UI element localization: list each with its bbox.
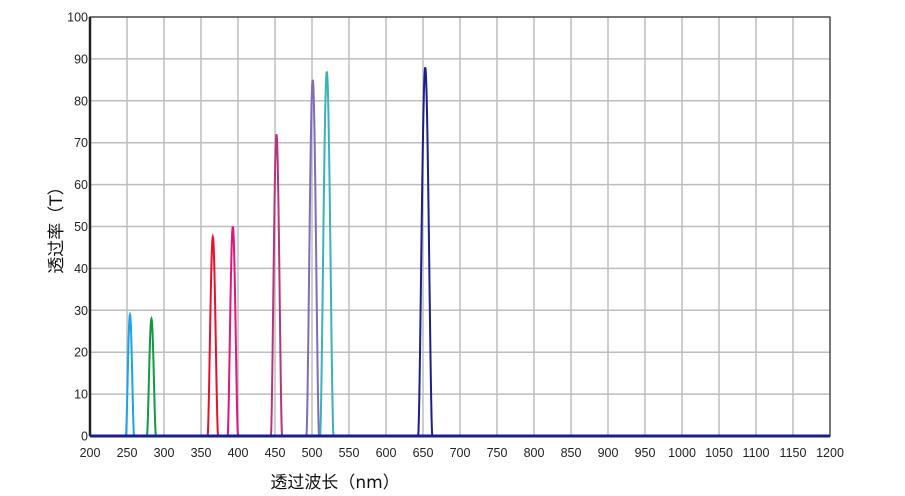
peak-curve-283 (145, 315, 157, 437)
peak-curve-520 (319, 71, 335, 437)
y-tick-label: 10 (74, 388, 88, 402)
y-tick-label: 90 (74, 52, 88, 66)
peak-curve-653 (417, 67, 434, 437)
x-tick-label: 700 (450, 446, 471, 460)
peak-curve-393 (226, 226, 239, 437)
curves (90, 67, 830, 438)
y-tick-label: 40 (74, 262, 88, 276)
y-tick-label: 30 (74, 304, 88, 318)
x-tick-label: 550 (339, 446, 360, 460)
x-tick-label: 1000 (668, 446, 696, 460)
x-tick-labels: 200 250 300 350 400 450 500 550 600 650 700 750 800 8… (80, 446, 844, 460)
y-tick-label: 70 (74, 136, 88, 150)
x-tick-label: 250 (117, 446, 138, 460)
y-tick-label: 0 (81, 430, 88, 444)
y-tick-label: 80 (74, 94, 88, 108)
y-axis-title: 透过率（T） (47, 178, 67, 273)
x-tick-label: 1100 (743, 446, 770, 460)
x-tick-label: 400 (228, 446, 249, 460)
y-tick-label: 60 (74, 178, 88, 192)
y-tick-label: 20 (74, 346, 88, 360)
x-tick-label: 1200 (816, 446, 844, 460)
y-tick-label: 100 (67, 11, 88, 25)
peak-curve-254 (124, 311, 136, 437)
x-tick-label: 500 (302, 446, 323, 460)
x-tick-label: 650 (413, 446, 434, 460)
x-tick-label: 450 (265, 446, 286, 460)
peak-curve-501 (305, 79, 321, 437)
x-tick-label: 350 (191, 446, 212, 460)
x-tick-label: 950 (635, 446, 656, 460)
x-axis-title: 透过波长（nm） (270, 473, 399, 493)
grid (88, 16, 831, 437)
x-tick-label: 300 (154, 446, 175, 460)
x-tick-label: 800 (524, 446, 545, 460)
x-tick-label: 600 (376, 446, 397, 460)
peak-curve-452 (269, 134, 284, 437)
x-tick-label: 1050 (705, 446, 733, 460)
x-tick-label: 1150 (780, 446, 807, 460)
peak-curve-366 (206, 233, 220, 437)
x-tick-label: 750 (487, 446, 508, 460)
x-tick-label: 900 (598, 446, 619, 460)
y-tick-labels: 0 10 20 30 40 50 60 70 80 90 100 (67, 11, 88, 444)
y-tick-label: 50 (74, 220, 88, 234)
x-tick-label: 200 (80, 446, 101, 460)
x-tick-label: 850 (561, 446, 582, 460)
